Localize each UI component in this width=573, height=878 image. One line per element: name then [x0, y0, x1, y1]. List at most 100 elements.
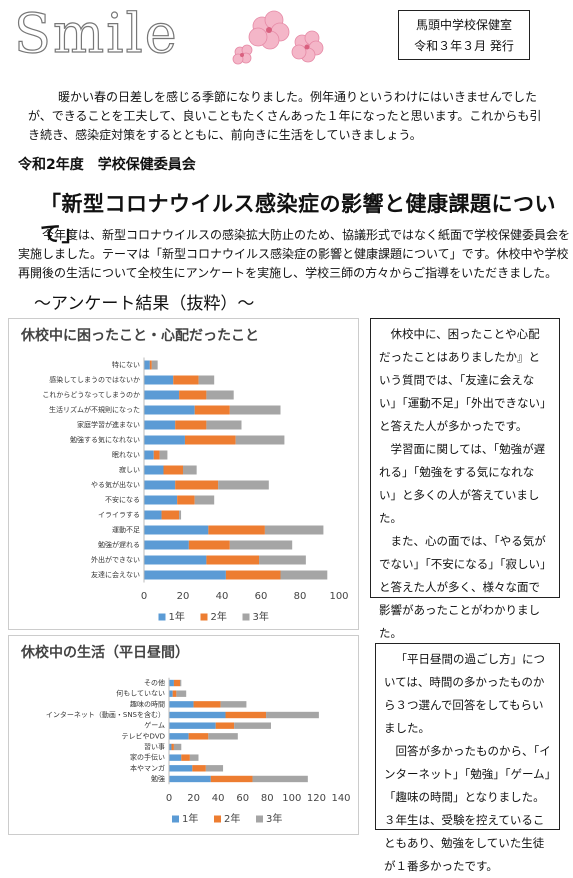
bar-segment	[161, 510, 180, 520]
bar-segment	[206, 390, 234, 400]
survey-heading: ～アンケート結果（抜粋）～	[34, 294, 255, 314]
bar-segment	[206, 555, 260, 565]
bar-segment	[181, 754, 190, 761]
bar-segment	[173, 375, 199, 385]
category-label: 家の手伝い	[130, 753, 165, 762]
intro-text: 暖かい春の日差しを感じる季節になりました。例年通りというわけにはいきませんでした…	[28, 90, 542, 142]
school-name: 馬頭中学校保健室	[415, 18, 512, 32]
x-tick-label: 80	[294, 591, 307, 602]
category-label: 不安になる	[105, 495, 140, 504]
category-label: 眠れない	[112, 451, 140, 459]
legend-swatch	[256, 815, 263, 823]
bar-segment	[169, 722, 216, 729]
chart-title: 休校中の生活（平日昼間）	[20, 644, 189, 661]
legend-swatch	[158, 613, 166, 621]
legend-label: 3年	[253, 610, 269, 623]
note-box: 休校中に、困ったことや心配だったことはありましたか』という質問では、「友達に会え…	[370, 318, 560, 640]
category-label: 本やマンガ	[130, 763, 165, 772]
bar-segment	[169, 775, 211, 783]
legend-label: 1年	[182, 812, 198, 825]
note-paragraph: 学習面に関しては、「勉強が遅れる」「勉強をする気になれない」と多くの人が答えてい…	[379, 442, 546, 525]
bar-segment	[144, 420, 176, 430]
bar-segment	[180, 679, 182, 687]
chart-title: 休校中に困ったこと・心配だったこと	[20, 327, 259, 344]
bar-segment	[144, 540, 189, 550]
x-tick-label: 140	[331, 793, 350, 804]
bar-segment	[144, 390, 180, 400]
category-label: やる気が出ない	[91, 480, 140, 489]
bar-segment	[189, 754, 199, 761]
legend-label: 1年	[169, 610, 185, 623]
bar-segment	[215, 722, 235, 729]
chart: 休校中の生活（平日昼間） 0 20 40 60 80 100 120 140 その他何もしていない…	[8, 635, 359, 835]
bar-segment	[229, 540, 293, 550]
bar-segment	[229, 405, 281, 415]
bar-segment	[252, 775, 308, 783]
bar-segment	[144, 570, 226, 580]
bar-segment	[172, 690, 177, 697]
legend-label: 2年	[224, 812, 240, 825]
category-label: 趣味の時間	[130, 699, 165, 708]
bar-segment	[144, 465, 164, 475]
legend-label: 3年	[266, 812, 282, 825]
body-text: 今年度は、新型コロナウイルスの感染拡大防止のため、協議形式ではなく紙面で学校保健…	[18, 228, 571, 280]
bar-segment	[235, 435, 285, 445]
bar-segment	[259, 555, 306, 565]
bar-segment	[280, 570, 328, 580]
bar-segment	[169, 743, 172, 751]
bar-segment	[173, 679, 181, 687]
bar-segment	[194, 495, 215, 505]
category-label: 感染してしまうのではないか	[49, 375, 140, 384]
bar-segment	[225, 570, 281, 580]
bar-segment	[144, 525, 209, 535]
category-label: 勉強	[151, 774, 165, 783]
bar-segment	[177, 495, 195, 505]
bar-segment	[220, 701, 247, 708]
bar-segment	[208, 525, 265, 535]
category-label: イライラする	[98, 511, 140, 519]
bar-segment	[175, 420, 207, 430]
bar-segment	[169, 701, 194, 708]
legend-swatch	[214, 815, 221, 823]
bar-segment	[169, 765, 193, 772]
issue-date: 令和３年３月 発行	[414, 39, 514, 53]
bar-segment	[218, 480, 269, 490]
bar-segment	[144, 480, 176, 490]
bar-segment	[198, 375, 215, 385]
category-label: 勉強する気になれない	[70, 435, 140, 444]
bar-segment	[210, 775, 253, 783]
x-tick-label: 40	[216, 591, 229, 602]
bar-segment	[144, 360, 150, 370]
bar-segment	[225, 711, 267, 719]
bar-segment	[153, 450, 160, 460]
note-paragraph: 回答が多かったものから、「インターネット」「勉強」「ゲーム」「趣味の時間」となり…	[384, 744, 551, 873]
x-tick-label: 60	[236, 793, 249, 804]
logo: Smile	[13, 1, 179, 65]
category-label: 運動不足	[112, 525, 140, 534]
x-tick-label: 100	[329, 591, 348, 602]
note-box: 「平日昼間の過ごし方」については、時間の多かったものから３つ選んで回答をしてもら…	[375, 643, 560, 873]
bar-segment	[173, 743, 182, 751]
bar-segment	[144, 375, 174, 385]
bar-segment	[144, 435, 185, 445]
bar-segment	[205, 765, 224, 772]
bar-segment	[179, 390, 207, 400]
x-tick-label: 60	[255, 591, 268, 602]
legend-swatch	[172, 815, 179, 823]
category-label: 家庭学習が進まない	[77, 420, 140, 429]
bar-segment	[144, 495, 178, 505]
bar-segment	[163, 465, 183, 475]
bar-segment	[208, 733, 238, 740]
bar-segment	[193, 701, 221, 708]
note-paragraph: また、心の面では、「やる気がでない」「不安になる」「寂しい」と答えた人が多く、様…	[379, 534, 546, 640]
note-paragraph: 「平日昼間の過ごし方」については、時間の多かったものから３つ選んで回答をしてもら…	[384, 652, 545, 735]
bar-segment	[144, 555, 207, 565]
bar-segment	[188, 733, 209, 740]
bar-segment	[144, 510, 162, 520]
category-label: 勉強が遅れる	[98, 540, 140, 549]
bar-segment	[151, 360, 158, 370]
bar-segment	[176, 690, 187, 697]
x-tick-label: 0	[166, 793, 172, 804]
bar-segment	[179, 510, 182, 520]
bar-segment	[175, 480, 219, 490]
